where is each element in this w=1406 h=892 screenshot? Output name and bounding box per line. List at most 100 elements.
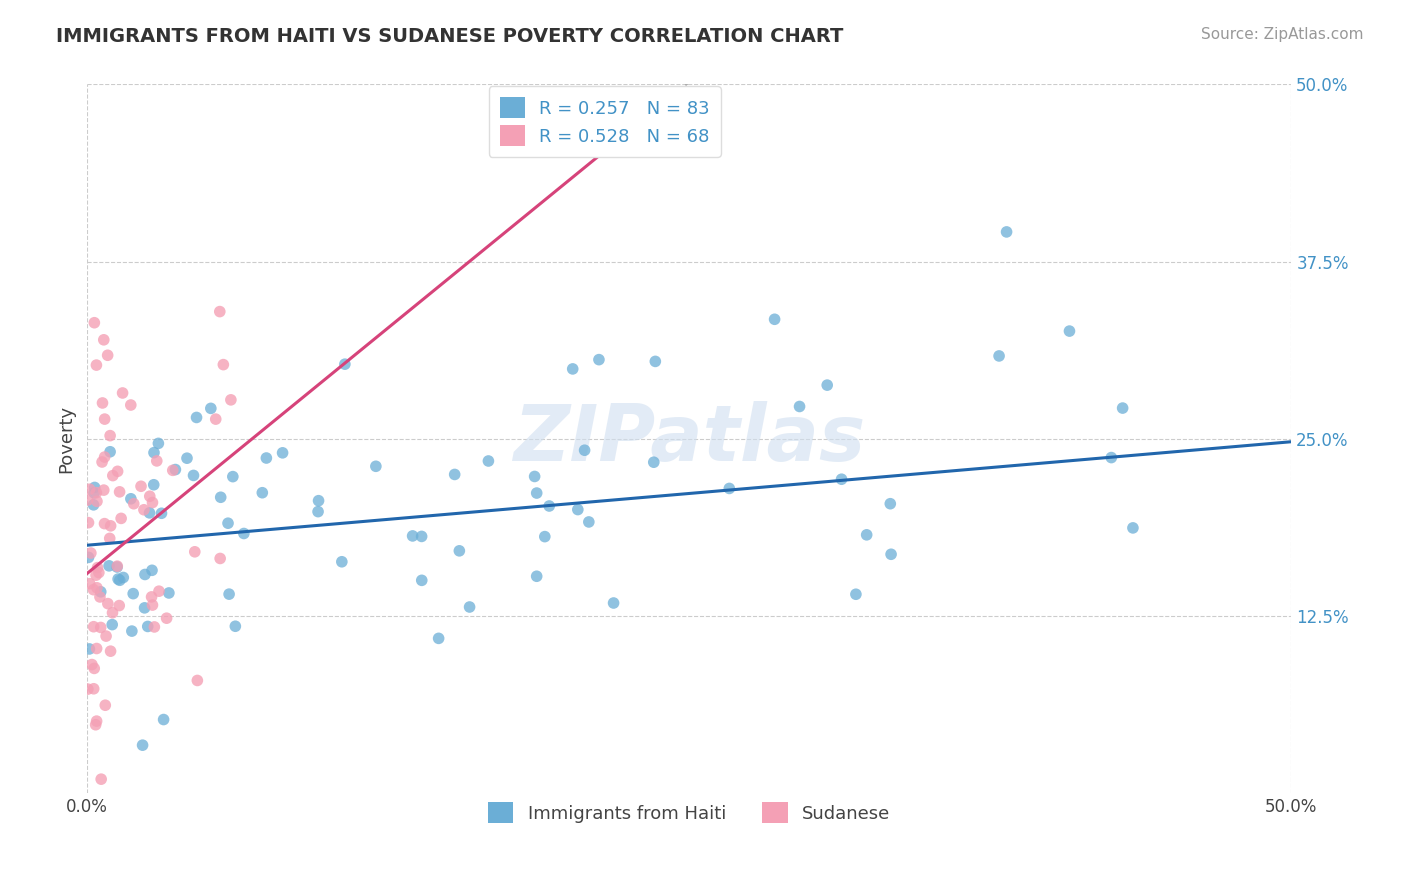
Point: [411, 529, 433, 543]
Point: [107, 464, 129, 478]
Point: [224, 619, 246, 633]
Point: [93, 333, 115, 347]
Point: [86, 641, 108, 656]
Point: [136, 619, 159, 633]
Point: [222, 469, 245, 483]
Point: [80, 657, 103, 672]
Point: [76, 682, 98, 697]
Point: [176, 451, 198, 466]
Point: [152, 713, 174, 727]
Point: [112, 570, 135, 584]
Point: [79, 576, 101, 591]
Point: [162, 463, 184, 477]
Point: [526, 486, 548, 500]
Point: [561, 362, 583, 376]
Point: [93, 450, 115, 464]
Point: [98, 444, 121, 458]
Point: [879, 497, 901, 511]
Point: [156, 611, 179, 625]
Point: [401, 529, 423, 543]
Point: [76, 493, 98, 508]
Point: [789, 400, 811, 414]
Point: [217, 516, 239, 531]
Point: [183, 468, 205, 483]
Point: [83, 316, 105, 330]
Point: [90, 620, 112, 634]
Point: [204, 412, 226, 426]
Point: [77, 516, 100, 530]
Point: [141, 598, 163, 612]
Legend: Immigrants from Haiti, Sudanese: Immigrants from Haiti, Sudanese: [477, 791, 901, 834]
Point: [254, 450, 277, 465]
Text: ZIPatlas: ZIPatlas: [513, 401, 865, 477]
Point: [90, 772, 112, 787]
Point: [120, 491, 142, 506]
Point: [208, 304, 231, 318]
Point: [212, 358, 235, 372]
Point: [1099, 450, 1122, 465]
Point: [364, 459, 387, 474]
Point: [79, 482, 101, 496]
Point: [83, 620, 105, 634]
Point: [523, 469, 546, 483]
Point: [538, 499, 561, 513]
Point: [1122, 521, 1144, 535]
Point: [94, 698, 117, 713]
Point: [84, 718, 107, 732]
Point: [83, 480, 105, 494]
Point: [89, 590, 111, 604]
Point: [567, 502, 589, 516]
Point: [90, 584, 112, 599]
Point: [308, 493, 330, 508]
Text: Source: ZipAtlas.com: Source: ZipAtlas.com: [1201, 27, 1364, 42]
Y-axis label: Poverty: Poverty: [58, 405, 75, 473]
Point: [232, 526, 254, 541]
Point: [141, 590, 163, 604]
Point: [129, 479, 152, 493]
Point: [105, 559, 128, 574]
Point: [458, 599, 481, 614]
Point: [148, 584, 170, 599]
Point: [1111, 401, 1133, 415]
Point: [93, 516, 115, 531]
Point: [333, 357, 356, 371]
Point: [763, 312, 786, 326]
Point: [134, 600, 156, 615]
Point: [150, 506, 173, 520]
Point: [880, 547, 903, 561]
Text: IMMIGRANTS FROM HAITI VS SUDANESE POVERTY CORRELATION CHART: IMMIGRANTS FROM HAITI VS SUDANESE POVERT…: [56, 27, 844, 45]
Point: [83, 498, 105, 512]
Point: [143, 445, 166, 459]
Point: [82, 582, 104, 597]
Point: [218, 587, 240, 601]
Point: [157, 586, 180, 600]
Point: [815, 378, 838, 392]
Point: [644, 354, 666, 368]
Point: [141, 563, 163, 577]
Point: [77, 550, 100, 565]
Point: [533, 530, 555, 544]
Point: [101, 606, 124, 620]
Point: [252, 485, 274, 500]
Point: [184, 545, 207, 559]
Point: [86, 714, 108, 728]
Point: [83, 661, 105, 675]
Point: [526, 569, 548, 583]
Point: [427, 632, 450, 646]
Point: [110, 511, 132, 525]
Point: [146, 454, 169, 468]
Point: [578, 515, 600, 529]
Point: [87, 566, 110, 580]
Point: [449, 544, 471, 558]
Point: [132, 502, 155, 516]
Point: [988, 349, 1011, 363]
Point: [143, 620, 166, 634]
Point: [108, 484, 131, 499]
Point: [100, 644, 122, 658]
Point: [86, 485, 108, 500]
Point: [307, 505, 329, 519]
Point: [105, 560, 128, 574]
Point: [86, 494, 108, 508]
Point: [643, 455, 665, 469]
Point: [138, 506, 160, 520]
